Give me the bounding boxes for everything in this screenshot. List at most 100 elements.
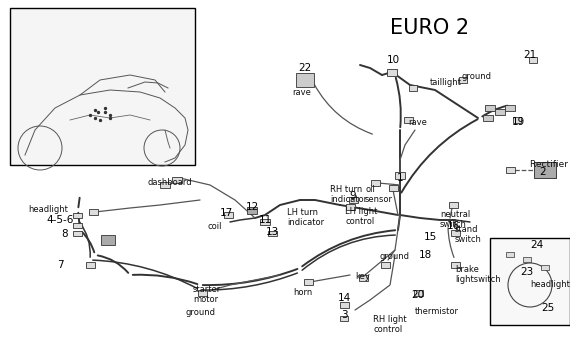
Bar: [247, 207, 257, 214]
Bar: [303, 279, 312, 285]
Text: 8: 8: [62, 229, 68, 239]
Text: 3: 3: [341, 310, 347, 320]
Bar: [197, 290, 206, 296]
Text: LH turn
indicator: LH turn indicator: [287, 208, 324, 227]
Bar: [381, 262, 389, 268]
Bar: [296, 73, 314, 87]
Text: 7: 7: [56, 260, 63, 270]
Bar: [529, 57, 537, 63]
Text: ground: ground: [462, 72, 492, 81]
Bar: [172, 177, 182, 183]
Bar: [506, 252, 514, 257]
Point: [95, 117, 104, 123]
Text: 24: 24: [530, 240, 544, 250]
Bar: [387, 68, 397, 75]
Text: 13: 13: [266, 227, 279, 237]
Bar: [523, 257, 531, 262]
Text: 21: 21: [523, 50, 536, 60]
Bar: [260, 219, 270, 225]
Point: [105, 112, 115, 118]
Point: [93, 109, 103, 115]
Bar: [449, 202, 458, 208]
Point: [105, 115, 115, 121]
Text: 11: 11: [258, 215, 272, 225]
Point: [91, 107, 100, 113]
Bar: [86, 262, 95, 268]
Bar: [370, 180, 380, 186]
Text: 14: 14: [337, 293, 351, 303]
Bar: [88, 209, 97, 215]
Bar: [513, 117, 521, 123]
Text: 4-5-6: 4-5-6: [46, 215, 74, 225]
Text: thermistor: thermistor: [415, 307, 459, 316]
Text: rave: rave: [292, 88, 311, 97]
Text: dashboard: dashboard: [148, 178, 193, 187]
Text: 12: 12: [245, 202, 259, 212]
Text: ground: ground: [185, 308, 215, 317]
Bar: [395, 171, 405, 178]
Bar: [340, 315, 348, 320]
Text: stand
switch: stand switch: [455, 225, 482, 244]
Bar: [506, 167, 515, 173]
Bar: [10, 8, 195, 165]
Bar: [483, 115, 493, 121]
Bar: [450, 262, 459, 268]
Point: [91, 115, 100, 121]
Text: horn: horn: [293, 288, 312, 297]
Text: headlight: headlight: [28, 205, 68, 214]
Text: 20: 20: [412, 290, 425, 300]
Bar: [459, 77, 467, 83]
Bar: [348, 197, 357, 203]
Text: RH turn
indicator: RH turn indicator: [330, 185, 367, 204]
Bar: [505, 105, 515, 111]
Text: RH light
control: RH light control: [373, 315, 406, 334]
Bar: [485, 105, 495, 111]
Bar: [72, 213, 82, 217]
Bar: [340, 302, 348, 308]
Text: headlight: headlight: [530, 280, 570, 289]
Text: Rectifier regulator: Rectifier regulator: [530, 160, 570, 169]
Text: neutral
switch: neutral switch: [440, 210, 470, 229]
Point: [86, 112, 95, 118]
Text: 18: 18: [418, 250, 431, 260]
Bar: [495, 109, 505, 115]
Text: 15: 15: [424, 232, 437, 242]
Text: ground: ground: [380, 252, 410, 261]
Text: starter
motor: starter motor: [193, 285, 221, 304]
Bar: [359, 275, 368, 281]
Text: key: key: [355, 272, 370, 281]
Text: rave: rave: [408, 118, 427, 127]
Bar: [490, 238, 570, 325]
Bar: [72, 230, 82, 236]
Text: 23: 23: [520, 267, 534, 277]
Bar: [345, 204, 355, 210]
Text: 17: 17: [219, 208, 233, 218]
Bar: [160, 182, 170, 188]
Bar: [541, 265, 549, 270]
Bar: [223, 212, 233, 218]
Bar: [450, 230, 459, 236]
Bar: [413, 290, 422, 296]
Bar: [101, 235, 115, 245]
Bar: [389, 185, 397, 191]
Point: [100, 109, 109, 115]
Text: brake
lightswitch: brake lightswitch: [455, 265, 500, 284]
Text: EURO 2: EURO 2: [390, 18, 470, 38]
Text: taillight: taillight: [430, 78, 462, 87]
Text: 16: 16: [446, 221, 459, 231]
Text: 10: 10: [386, 55, 400, 65]
Bar: [404, 117, 413, 123]
Text: 22: 22: [298, 63, 312, 73]
Text: coil: coil: [208, 222, 222, 231]
Bar: [534, 162, 556, 178]
Bar: [72, 223, 82, 228]
Text: 19: 19: [511, 117, 524, 127]
Bar: [267, 230, 276, 236]
Point: [100, 105, 109, 111]
Text: 2: 2: [540, 167, 546, 177]
Text: oil
sensor: oil sensor: [365, 185, 393, 204]
Text: LH light
control: LH light control: [345, 207, 377, 226]
Text: 1: 1: [397, 173, 404, 183]
Bar: [409, 85, 417, 91]
Text: 9: 9: [349, 191, 356, 201]
